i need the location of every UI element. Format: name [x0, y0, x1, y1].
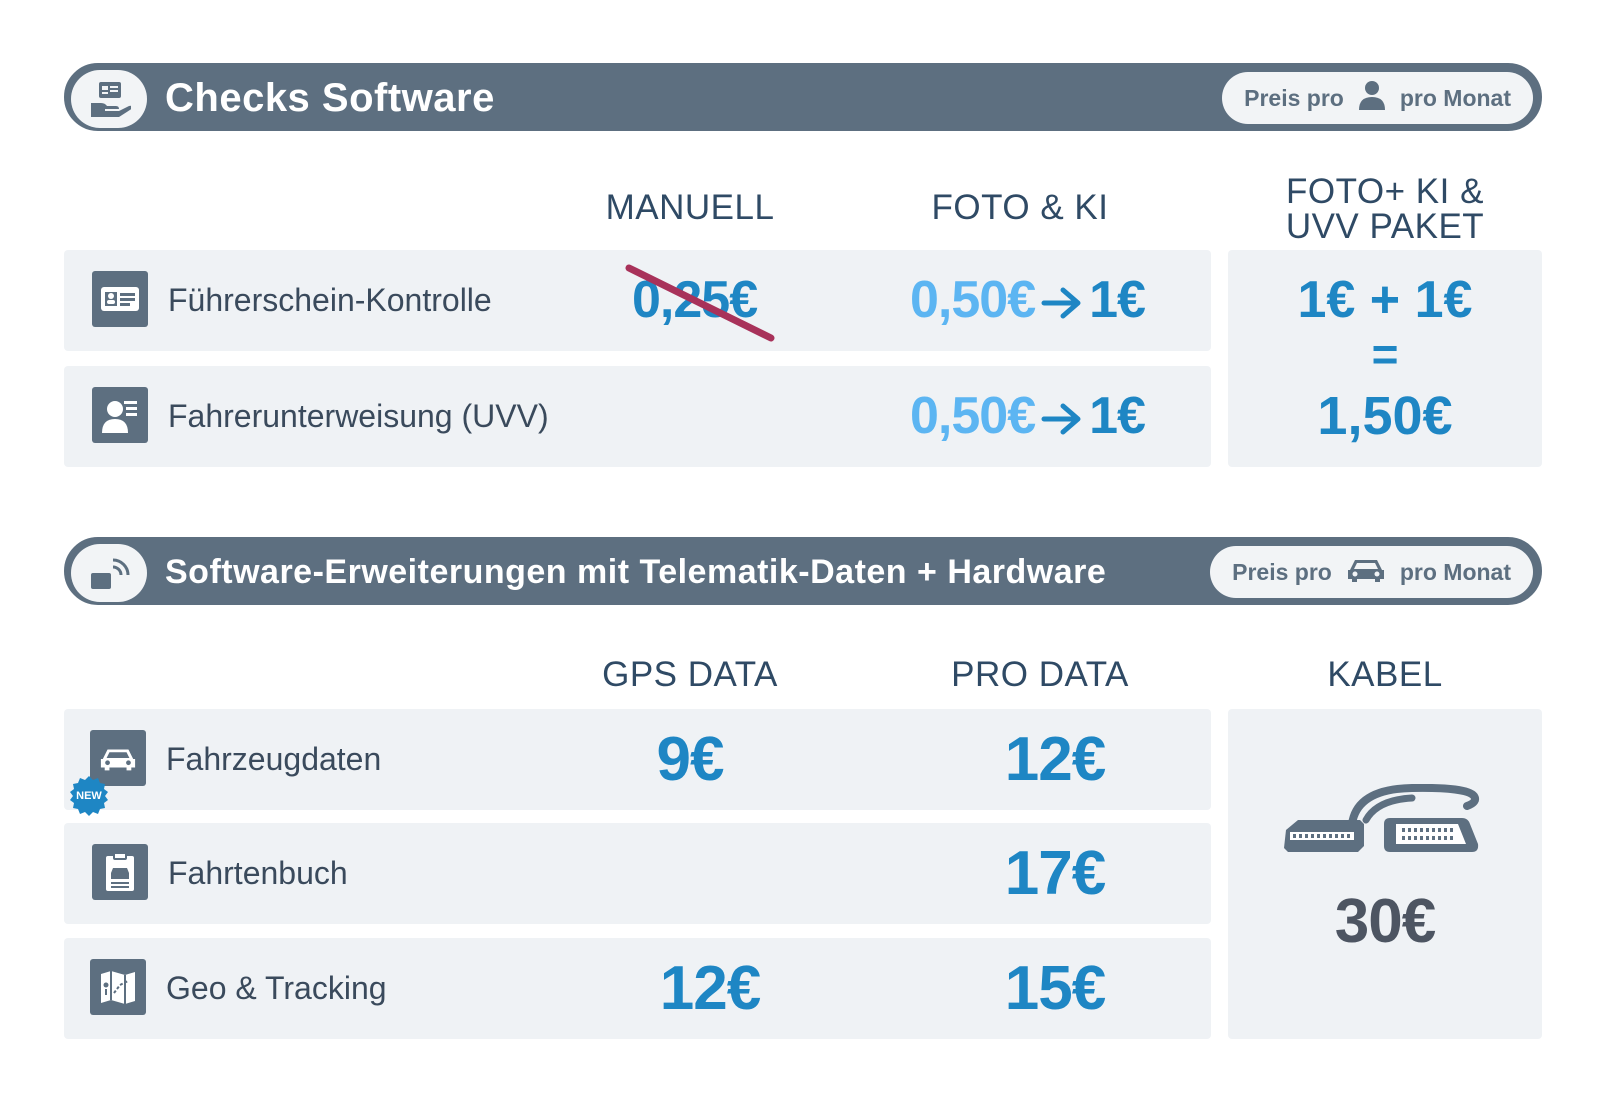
price-prefix: Preis pro [1232, 558, 1332, 585]
telematik-banner: Software-Erweiterungen mit Telematik-Dat… [64, 537, 1542, 605]
clipboard-car-icon [92, 844, 148, 900]
new-price: 1€ [1089, 387, 1146, 445]
obd-cable-icon [1282, 783, 1492, 869]
arrow-right-icon [1041, 253, 1083, 354]
row-label: Geo & Tracking [166, 970, 387, 1006]
person-list-icon [92, 387, 148, 443]
section-title: Software-Erweiterungen mit Telematik-Dat… [165, 553, 1107, 591]
old-price: 0,50€ [910, 387, 1036, 445]
table-row: Fahrerunterweisung (UVV) [64, 366, 1211, 467]
column-header-foto-ki: FOTO & KI [931, 188, 1109, 227]
new-badge-label: NEW [76, 790, 102, 802]
price-prefix: Preis pro [1244, 84, 1344, 111]
table-row: Geo & Tracking [64, 938, 1211, 1039]
row-label: Führerschein-Kontrolle [168, 282, 492, 318]
foto-ki-price: 0,50€ 1€ [910, 250, 1146, 354]
foto-ki-price: 0,50€ 1€ [910, 366, 1146, 470]
gps-price: 12€ [659, 954, 761, 1023]
arrow-right-icon [1041, 369, 1083, 470]
hand-id-card-icon [71, 70, 147, 128]
row-label: Fahrerunterweisung (UVV) [168, 398, 549, 434]
cable-price: 30€ [1334, 887, 1436, 956]
person-icon [1358, 79, 1386, 117]
package-equals: = [1371, 328, 1399, 380]
column-header-kabel: KABEL [1327, 655, 1443, 694]
price-per-person-pill: Preis pro pro Monat [1222, 72, 1533, 124]
price-suffix: pro Monat [1399, 558, 1511, 585]
column-header-gps-data: GPS DATA [602, 655, 778, 694]
gps-price: 9€ [656, 725, 725, 794]
old-price: 0,50€ [910, 271, 1036, 329]
strike-line [625, 264, 775, 342]
column-header-uvv-paket-line2: UVV PAKET [1285, 207, 1485, 246]
table-row: Fahrzeugdaten [64, 709, 1211, 810]
column-header-manuell: MANUELL [605, 188, 775, 227]
pro-price: 12€ [1004, 725, 1106, 794]
table-row: Führerschein-Kontrolle [64, 250, 1211, 351]
car-icon [1346, 554, 1386, 590]
section-title: Checks Software [165, 76, 495, 120]
column-header-pro-data: PRO DATA [951, 655, 1129, 694]
car-front-icon [90, 730, 146, 786]
new-price: 1€ [1089, 271, 1146, 329]
column-header-uvv-paket-line1: FOTO+ KI & [1286, 172, 1484, 211]
row-label: Fahrtenbuch [168, 855, 348, 891]
uvv-package-box: 1€ + 1€ = 1,50€ [1228, 250, 1542, 467]
table-row: Fahrtenbuch [64, 823, 1211, 924]
checks-software-banner: Checks Software Preis pro pro Monat [64, 63, 1542, 131]
row-label: Fahrzeugdaten [166, 741, 382, 777]
signal-device-icon [71, 544, 147, 602]
cable-box: 30€ [1228, 709, 1542, 1039]
price-suffix: pro Monat [1399, 84, 1511, 111]
pro-price: 15€ [1004, 954, 1106, 1023]
id-card-icon [92, 271, 148, 327]
price-per-car-pill: Preis pro pro Monat [1210, 546, 1533, 598]
new-badge: NEW [68, 775, 110, 817]
map-icon [90, 959, 146, 1015]
package-total: 1,50€ [1317, 386, 1453, 446]
package-sum: 1€ + 1€ [1297, 271, 1473, 329]
pro-price: 17€ [1004, 839, 1106, 908]
